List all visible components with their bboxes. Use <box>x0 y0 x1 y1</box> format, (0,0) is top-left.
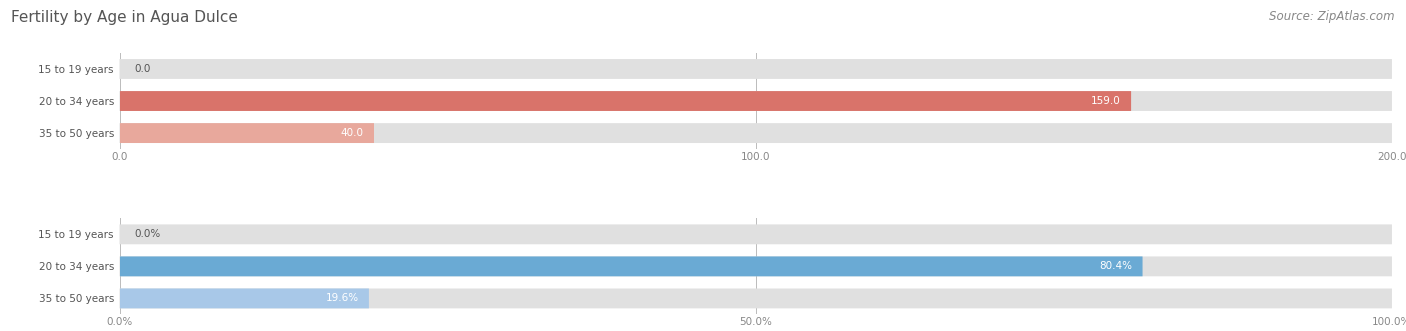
Text: 19.6%: 19.6% <box>326 293 359 304</box>
FancyBboxPatch shape <box>120 59 1392 79</box>
Text: Source: ZipAtlas.com: Source: ZipAtlas.com <box>1270 10 1395 23</box>
FancyBboxPatch shape <box>120 257 1143 276</box>
FancyBboxPatch shape <box>120 123 374 143</box>
Text: 0.0: 0.0 <box>135 64 152 74</box>
FancyBboxPatch shape <box>120 91 1130 111</box>
Text: 0.0%: 0.0% <box>135 229 162 239</box>
FancyBboxPatch shape <box>120 289 1392 308</box>
Text: 80.4%: 80.4% <box>1099 261 1132 271</box>
Text: 40.0: 40.0 <box>340 128 364 138</box>
Text: 159.0: 159.0 <box>1091 96 1121 106</box>
FancyBboxPatch shape <box>120 257 1392 276</box>
FancyBboxPatch shape <box>120 91 1392 111</box>
FancyBboxPatch shape <box>120 289 368 308</box>
FancyBboxPatch shape <box>120 123 1392 143</box>
Text: Fertility by Age in Agua Dulce: Fertility by Age in Agua Dulce <box>11 10 238 25</box>
FancyBboxPatch shape <box>120 224 1392 244</box>
